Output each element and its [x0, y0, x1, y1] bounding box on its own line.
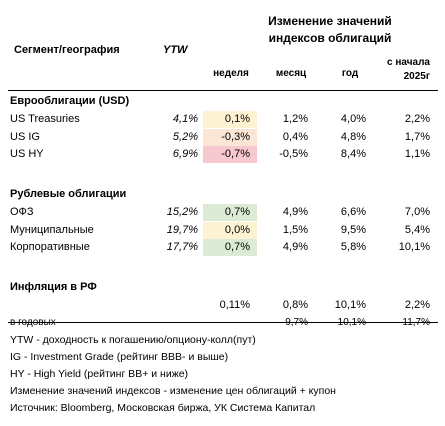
cell-ytw: 6,9% [172, 148, 198, 160]
week-highlight [203, 111, 257, 128]
row-label: ОФЗ [10, 206, 34, 218]
cell-ytd: 7,0% [404, 206, 430, 218]
cell-ytw: 15,2% [166, 206, 198, 218]
column-header: год [341, 68, 359, 79]
cell-ytw: 17,7% [166, 241, 198, 253]
cell-year: 9,5% [340, 223, 366, 236]
column-header: месяц [275, 68, 307, 79]
row-label: Корпоративные [10, 241, 90, 253]
ytw-header: YTW [163, 44, 188, 56]
note: IG - Investment Grade (рейтинг BBB- и вы… [10, 351, 229, 363]
section-title: Инфляция в РФ [10, 281, 97, 293]
cell-week: -0,7% [221, 148, 250, 160]
cell-week: 0,7% [224, 206, 250, 218]
cell-week: 0,11% [219, 299, 250, 311]
cell-month: 1,5% [282, 223, 308, 236]
cell-ytw: 5,2% [172, 130, 198, 143]
note: HY - High Yield (рейтинг BB+ и ниже) [10, 368, 189, 380]
group-header: индексов облигаций [268, 31, 392, 45]
cell-ytd: 2,2% [404, 113, 430, 125]
cell-month: 4,9% [282, 206, 308, 218]
column-header: 2025г [403, 71, 430, 82]
cell-year: 10,1% [337, 316, 366, 328]
cell-month: 1,2% [282, 113, 308, 125]
cell-ytd: 10,1% [398, 241, 430, 253]
week-highlight [203, 239, 257, 256]
section-title: Еврооблигации (USD) [10, 95, 130, 107]
section-title: Рублевые облигации [10, 188, 127, 200]
row-label: Муниципальные [10, 223, 94, 236]
cell-week: -0,3% [221, 130, 250, 143]
cell-week: 0,7% [224, 241, 250, 253]
cell-week: 0,1% [224, 113, 250, 125]
week-highlight [203, 221, 257, 239]
cell-ytw: 4,1% [172, 113, 198, 125]
row-label: в годовых [10, 316, 56, 328]
cell-ytd: 1,7% [404, 130, 430, 143]
footer-rule [8, 322, 438, 323]
cell-year: 6,6% [340, 206, 366, 218]
cell-ytd: 1,1% [404, 148, 430, 160]
cell-month: -0,5% [279, 148, 308, 160]
cell-ytw: 19,7% [166, 223, 198, 236]
note: YTW - доходность к погашению/опциону-кол… [10, 334, 256, 346]
cell-ytd: 2,2% [404, 299, 430, 311]
cell-ytd: 11,7% [402, 316, 430, 328]
cell-year: 8,4% [340, 148, 366, 160]
cell-ytd: 5,4% [404, 223, 430, 236]
column-header: с начала [387, 57, 430, 68]
week-highlight [203, 128, 257, 146]
note: Источник: Bloomberg, Московская биржа, У… [10, 402, 316, 414]
row-label: US HY [10, 148, 44, 160]
cell-year: 10,1% [334, 299, 366, 311]
row-label: US IG [10, 130, 40, 143]
row-label: US Treasuries [10, 113, 80, 125]
segment-header: Сегмент/география [14, 44, 120, 56]
cell-month: 4,9% [282, 241, 308, 253]
group-header: Изменение значений [268, 14, 392, 28]
cell-month: 0,8% [282, 299, 308, 311]
header-rule [8, 90, 438, 91]
cell-year: 5,8% [340, 241, 366, 253]
week-highlight [203, 146, 257, 163]
cell-week: 0,0% [224, 223, 250, 236]
cell-year: 4,0% [340, 113, 366, 125]
note: Изменение значений индексов - изменение … [10, 385, 336, 397]
column-header: неделя [213, 68, 249, 79]
cell-year: 4,8% [340, 130, 366, 143]
week-highlight [203, 204, 257, 221]
cell-month: 0,4% [282, 130, 308, 143]
cell-month: 9,7% [285, 316, 308, 328]
